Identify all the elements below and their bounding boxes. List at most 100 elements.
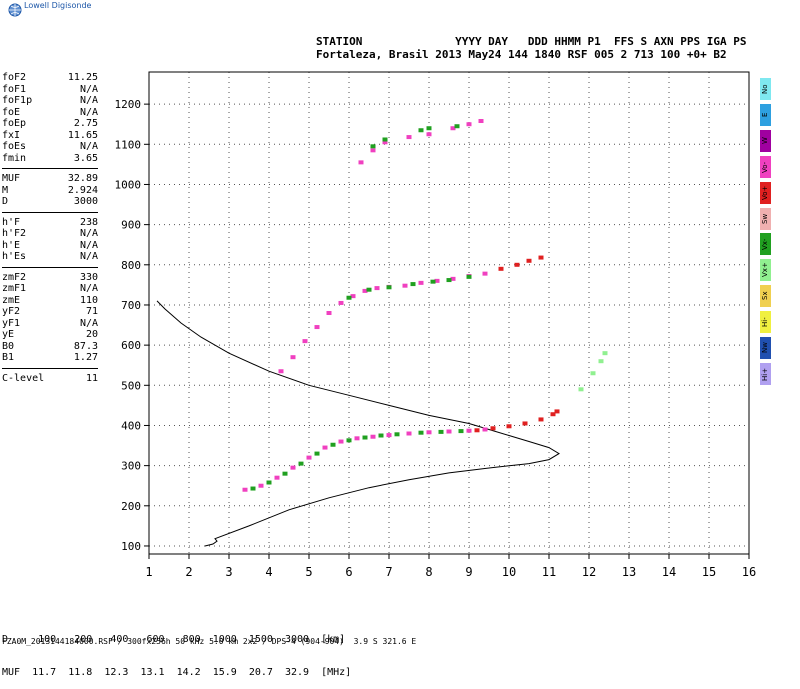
param-value: N/A bbox=[79, 239, 98, 251]
param-value: 11 bbox=[85, 372, 98, 384]
legend-item: No bbox=[760, 78, 771, 100]
echo-point bbox=[386, 433, 392, 438]
x-tick-label: 8 bbox=[425, 565, 432, 579]
param-value: 330 bbox=[79, 271, 98, 283]
param-row: h'F2 N/A bbox=[2, 228, 98, 240]
x-tick-label: 6 bbox=[345, 565, 352, 579]
echo-point bbox=[274, 475, 280, 480]
param-value: 11.65 bbox=[67, 129, 98, 141]
param-name: yF2 bbox=[2, 306, 21, 317]
echo-point bbox=[370, 148, 376, 153]
param-row: C-level 11 bbox=[2, 373, 98, 385]
echo-point bbox=[402, 283, 408, 288]
x-tick-label: 10 bbox=[502, 565, 516, 579]
y-tick-label: 1100 bbox=[115, 138, 142, 151]
echo-point bbox=[490, 426, 496, 431]
y-tick-label: 200 bbox=[121, 500, 141, 513]
echo-point bbox=[466, 428, 472, 433]
y-tick-label: 600 bbox=[121, 339, 141, 352]
echo-point bbox=[314, 325, 320, 330]
echo-point bbox=[298, 461, 304, 466]
y-tick-label: 900 bbox=[121, 219, 141, 232]
logo bbox=[8, 2, 22, 21]
param-value: 11.25 bbox=[67, 72, 98, 83]
param-row: foF1p N/A bbox=[2, 95, 98, 107]
param-name: foF2 bbox=[2, 72, 27, 83]
echo-point bbox=[514, 262, 520, 267]
param-name: MUF bbox=[2, 173, 21, 184]
param-value: 1.27 bbox=[73, 352, 98, 363]
param-row: zmF1 N/A bbox=[2, 283, 98, 295]
echo-point bbox=[362, 288, 368, 293]
param-row: yE 20 bbox=[2, 329, 98, 341]
echo-point bbox=[478, 119, 484, 124]
echo-point bbox=[346, 295, 352, 300]
x-tick-label: 11 bbox=[542, 565, 556, 579]
legend-item: Nw bbox=[760, 337, 771, 359]
echo-point bbox=[346, 438, 352, 443]
param-value: N/A bbox=[79, 228, 98, 239]
param-name: zmF2 bbox=[2, 271, 27, 283]
muf-table: D 100 200 400 600 800 1000 1500 3000 [km… bbox=[2, 612, 351, 689]
electron-density-profile bbox=[156, 300, 560, 547]
echo-point bbox=[446, 278, 452, 283]
legend-item: Vo- bbox=[760, 155, 771, 178]
echo-point bbox=[426, 132, 432, 137]
param-value: 2.924 bbox=[67, 184, 98, 196]
param-name: zmE bbox=[2, 294, 21, 306]
param-name: foF1p bbox=[2, 95, 33, 106]
legend-item: Vx+ bbox=[760, 259, 771, 282]
logo-text: Lowell Digisonde bbox=[24, 1, 92, 10]
x-tick-label: 16 bbox=[742, 565, 756, 579]
param-row: MUF 32.89 bbox=[2, 173, 98, 185]
echo-point bbox=[354, 436, 360, 441]
param-value: N/A bbox=[79, 95, 98, 106]
param-row: foEs N/A bbox=[2, 141, 98, 153]
param-value: N/A bbox=[79, 251, 98, 262]
echo-point bbox=[418, 128, 424, 133]
legend-item: Vx- bbox=[760, 233, 771, 256]
param-name: h'Es bbox=[2, 251, 27, 262]
y-tick-label: 100 bbox=[121, 540, 141, 553]
echo-point bbox=[306, 455, 312, 460]
echo-point bbox=[450, 276, 456, 281]
echo-point bbox=[338, 439, 344, 444]
param-separator bbox=[2, 211, 98, 213]
echo-point bbox=[410, 282, 416, 287]
footer-info: FZA0M_2013144184000.RSF / 300fx256h 50 k… bbox=[2, 637, 417, 646]
echo-point bbox=[498, 266, 504, 271]
echo-point bbox=[326, 311, 332, 315]
muf-table-distance-row: D 100 200 400 600 800 1000 1500 3000 [km… bbox=[2, 634, 346, 645]
param-value: N/A bbox=[79, 106, 98, 118]
echo-point bbox=[330, 442, 336, 447]
x-tick-label: 9 bbox=[465, 565, 472, 579]
muf-table-muf-row: MUF 11.7 11.8 12.3 13.1 14.2 15.9 20.7 3… bbox=[2, 667, 352, 678]
echo-point bbox=[506, 424, 512, 429]
echo-point bbox=[242, 487, 248, 492]
param-value: 3.65 bbox=[73, 152, 98, 164]
param-name: foF1 bbox=[2, 83, 27, 95]
echo-point bbox=[526, 258, 532, 263]
x-tick-label: 5 bbox=[305, 565, 312, 579]
echo-point bbox=[266, 480, 272, 485]
echo-point bbox=[314, 451, 320, 456]
y-tick-label: 1000 bbox=[115, 178, 142, 191]
param-name: fxI bbox=[2, 129, 21, 141]
y-tick-label: 400 bbox=[121, 419, 141, 432]
param-value: 3000 bbox=[73, 196, 98, 207]
param-separator bbox=[2, 168, 98, 169]
y-tick-label: 300 bbox=[121, 460, 141, 473]
param-value: 20 bbox=[85, 329, 98, 340]
ionogram-chart: 1 2 3 4 5 6 7 8 9 10 11 12 13 14 15 1610020030040050060… bbox=[115, 71, 756, 579]
echo-point bbox=[278, 369, 284, 374]
echo-point bbox=[482, 427, 488, 432]
legend-item: Vo+ bbox=[760, 181, 771, 204]
param-name: foE bbox=[2, 106, 21, 118]
legend-item: Hi+ bbox=[760, 362, 771, 385]
echo-point bbox=[522, 421, 528, 426]
echo-point bbox=[578, 387, 584, 392]
x-tick-label: 2 bbox=[185, 565, 192, 579]
param-name: fmin bbox=[2, 152, 27, 164]
echo-point bbox=[466, 274, 472, 279]
param-row: h'Es N/A bbox=[2, 251, 98, 263]
